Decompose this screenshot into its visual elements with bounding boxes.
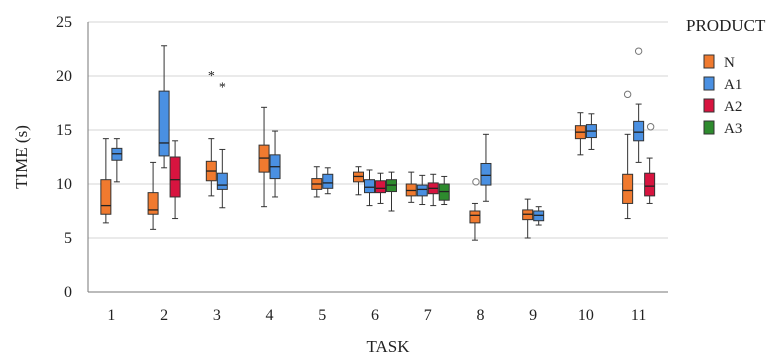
box-iqr — [622, 173, 634, 204]
box-8-N — [469, 178, 481, 241]
outlier-point — [646, 123, 655, 131]
box-iqr — [644, 172, 656, 197]
y-tick-label: 5 — [64, 230, 72, 247]
box-4-N — [258, 106, 270, 208]
y-tick-labels: 0 5 10 15 20 25 — [56, 14, 72, 301]
x-tick-label: 2 — [160, 307, 168, 324]
box-1-N — [100, 138, 112, 224]
box-2-A1 — [158, 45, 170, 169]
legend-item-N: N — [703, 54, 735, 71]
legend: PRODUCT N A1 A2 A3 — [686, 16, 766, 137]
x-axis-title: TASK — [366, 337, 410, 356]
box-6-A2 — [375, 172, 386, 204]
box-iqr — [147, 192, 159, 215]
legend-item-A3: A3 — [703, 120, 742, 137]
x-tick-label: 3 — [213, 307, 221, 324]
box-8-A1 — [480, 133, 492, 202]
outlier-point — [472, 178, 480, 186]
box-2-N — [147, 161, 159, 230]
legend-label: A3 — [724, 121, 742, 137]
y-tick-label: 15 — [56, 122, 72, 139]
x-tick-label: 6 — [371, 307, 379, 324]
extreme-point: * — [219, 81, 226, 96]
x-tick-label: 7 — [424, 307, 432, 324]
gridlines — [88, 21, 668, 239]
y-tick-label: 25 — [56, 14, 72, 31]
outlier-point — [634, 47, 643, 55]
legend-title: PRODUCT — [686, 16, 766, 35]
box-11-A2 — [644, 157, 656, 204]
box-7-A2 — [427, 173, 439, 207]
box-iqr — [480, 162, 492, 186]
box-10-A1 — [585, 113, 597, 150]
x-tick-label: 9 — [529, 307, 537, 324]
box-iqr — [375, 180, 386, 194]
box-4-A1 — [269, 130, 281, 198]
box-5-N — [311, 166, 323, 198]
box-9-N — [522, 198, 534, 239]
box-iqr — [169, 156, 181, 198]
legend-item-A1: A1 — [703, 76, 742, 93]
extreme-point: * — [208, 69, 215, 84]
x-tick-label: 11 — [631, 307, 646, 324]
box-iqr — [469, 210, 481, 224]
box-iqr — [364, 179, 375, 194]
x-tick-label: 8 — [476, 307, 484, 324]
y-tick-label: 20 — [56, 68, 72, 85]
box-7-A1 — [416, 174, 428, 206]
outlier-point — [623, 90, 632, 99]
box-iqr — [322, 173, 334, 189]
box-iqr — [216, 172, 228, 190]
box-iqr — [416, 184, 428, 197]
box-3-N: * — [205, 69, 217, 197]
box-6-A3 — [386, 171, 397, 212]
box-3-A1: * — [216, 81, 228, 209]
box-2-A2 — [169, 140, 181, 220]
x-tick-label: 5 — [318, 307, 326, 324]
legend-swatch — [703, 120, 715, 135]
box-11-N — [622, 90, 634, 220]
box-6-N — [353, 166, 364, 196]
box-iqr — [633, 120, 645, 142]
x-tick-label: 10 — [578, 307, 594, 324]
box-series: ** — [100, 45, 656, 241]
legend-label: A2 — [724, 99, 742, 115]
box-5-A1 — [322, 167, 334, 195]
box-6-A1 — [364, 169, 375, 207]
legend-label: A1 — [724, 77, 742, 93]
box-iqr — [100, 179, 112, 215]
legend-swatch — [703, 76, 715, 91]
y-tick-label: 0 — [64, 284, 72, 301]
x-tick-label: 4 — [266, 307, 274, 324]
legend-swatch — [703, 54, 715, 69]
box-10-N — [574, 112, 586, 156]
box-7-A3 — [438, 175, 450, 206]
box-7-N — [405, 171, 417, 203]
x-tick-labels: 1 2 3 4 5 6 7 8 9 10 11 — [107, 307, 646, 324]
legend-label: N — [724, 55, 735, 71]
box-1-A1 — [111, 138, 123, 183]
y-tick-label: 10 — [56, 176, 72, 193]
box-9-A1 — [533, 206, 545, 226]
box-11-A1 — [633, 47, 655, 163]
y-axis-title: TIME (s) — [12, 125, 31, 189]
legend-item-A2: A2 — [703, 98, 742, 115]
x-tick-label: 1 — [107, 307, 115, 324]
box-iqr — [158, 90, 170, 157]
legend-swatch — [703, 98, 715, 113]
